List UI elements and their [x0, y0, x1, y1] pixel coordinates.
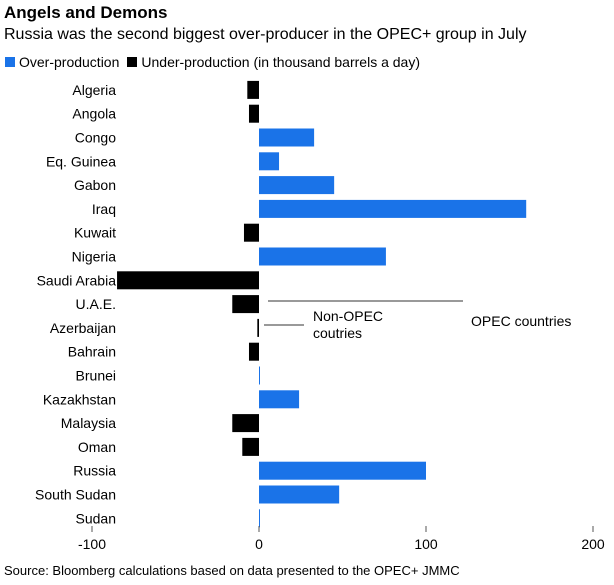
- category-label-bahrain: Bahrain: [68, 344, 116, 360]
- under-production-swatch: [127, 57, 138, 67]
- bar-angola: [248, 104, 259, 123]
- x-tick-label-1: 0: [255, 536, 263, 552]
- bar-malaysia: [232, 414, 259, 433]
- source-note: Source: Bloomberg calculations based on …: [4, 563, 460, 578]
- category-label-brunei: Brunei: [76, 368, 116, 384]
- non-opec-annotation-label-2: coutries: [313, 325, 362, 341]
- legend-item-under: Under-production (in thousand barrels a …: [127, 54, 420, 70]
- over-production-swatch: [5, 57, 15, 67]
- bar-algeria: [247, 80, 259, 99]
- category-label-gabon: Gabon: [74, 177, 116, 193]
- opec-annotation-label: OPEC countries: [471, 313, 571, 329]
- bar-south-sudan: [259, 485, 340, 504]
- category-label-azerbaijan: Azerbaijan: [50, 320, 116, 336]
- category-label-kuwait: Kuwait: [74, 225, 116, 241]
- category-label-sudan: Sudan: [76, 510, 116, 526]
- bar-russia: [259, 461, 426, 480]
- category-label-u-a-e: U.A.E.: [76, 296, 116, 312]
- bar-gabon: [259, 176, 335, 195]
- chart-title: Angels and Demons: [4, 3, 168, 22]
- category-label-iraq: Iraq: [92, 201, 116, 217]
- category-label-nigeria: Nigeria: [72, 249, 117, 265]
- bar-kazakhstan: [259, 390, 300, 409]
- bar-u-a-e: [232, 295, 259, 314]
- category-label-algeria: Algeria: [72, 82, 116, 98]
- x-tick-label-0: -100: [78, 536, 106, 552]
- non-opec-annotation-label-1: Non-OPEC: [313, 308, 383, 324]
- category-label-malaysia: Malaysia: [61, 415, 116, 431]
- legend-item-over: Over-production: [5, 54, 119, 70]
- category-label-south-sudan: South Sudan: [35, 487, 116, 503]
- x-tick-label-3: 200: [581, 536, 605, 552]
- category-label-eq-guinea: Eq. Guinea: [46, 153, 116, 169]
- category-label-oman: Oman: [78, 439, 116, 455]
- bar-sudan: [259, 509, 260, 528]
- legend-label-over: Over-production: [19, 54, 120, 70]
- bar-iraq: [259, 199, 527, 218]
- category-label-kazakhstan: Kazakhstan: [43, 391, 116, 407]
- x-tick-label-2: 100: [414, 536, 438, 552]
- bar-azerbaijan: [257, 318, 259, 337]
- category-label-saudi-arabia: Saudi Arabia: [37, 272, 117, 288]
- chart-subtitle: Russia was the second biggest over-produ…: [4, 26, 527, 43]
- bar-eq-guinea: [259, 152, 280, 171]
- category-label-congo: Congo: [75, 130, 116, 146]
- bar-kuwait: [243, 223, 259, 242]
- bar-oman: [242, 437, 259, 456]
- category-label-angola: Angola: [72, 106, 116, 122]
- bar-bahrain: [248, 342, 259, 361]
- bar-congo: [259, 128, 315, 147]
- bar-saudi-arabia: [117, 271, 259, 290]
- legend: Over-production Under-production (in tho…: [5, 53, 428, 71]
- bar-brunei: [259, 366, 260, 385]
- category-label-russia: Russia: [73, 463, 116, 479]
- bar-nigeria: [259, 247, 386, 266]
- legend-label-under: Under-production (in thousand barrels a …: [141, 54, 420, 70]
